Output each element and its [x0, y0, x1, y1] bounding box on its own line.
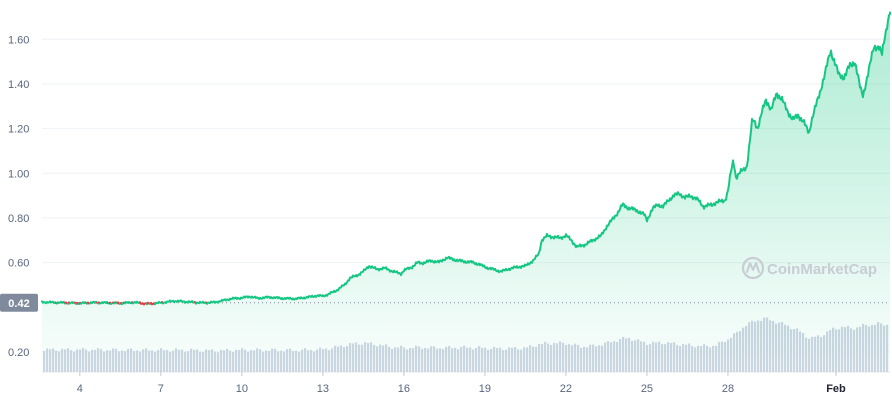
price-line[interactable] [56, 300, 65, 305]
x-tick-label: Feb [826, 383, 846, 395]
price-line[interactable] [162, 299, 196, 305]
baseline-reference: 0.42 [0, 293, 890, 312]
y-tick-label: 1.60 [8, 34, 29, 46]
x-tick-label: 28 [722, 383, 734, 395]
price-line[interactable] [154, 300, 163, 306]
y-tick-label: 1.40 [8, 79, 29, 91]
price-line[interactable] [195, 300, 207, 305]
price-area-fill [42, 12, 890, 372]
y-tick-label: 0.20 [8, 347, 29, 359]
price-line[interactable] [124, 300, 133, 305]
baseline-badge [0, 293, 38, 312]
price-line[interactable] [99, 301, 109, 305]
x-tick-label: 25 [641, 383, 653, 395]
y-tick-label: 0.60 [8, 258, 29, 270]
x-tick-label: 19 [479, 383, 491, 395]
x-tick-label: 13 [317, 383, 329, 395]
price-line-group[interactable] [41, 11, 891, 306]
coinmarketcap-watermark: CoinMarketCap [741, 256, 877, 280]
y-tick-label: 1.00 [8, 168, 29, 180]
y-tick-label: 1.20 [8, 124, 29, 136]
watermark-text: CoinMarketCap [767, 261, 877, 278]
x-tick-label: 10 [236, 383, 248, 395]
x-tick-label: 22 [560, 383, 572, 395]
grid-lines [42, 38, 890, 373]
price-line[interactable] [139, 301, 148, 306]
y-axis: 0.20 0.60 0.80 1.00 1.20 1.40 1.60 [8, 34, 29, 359]
price-line[interactable] [206, 11, 891, 305]
x-axis: 4 7 10 13 16 19 22 25 28 Feb [77, 372, 846, 395]
x-tick-label: 16 [398, 383, 410, 395]
x-tick-label: 7 [158, 383, 164, 395]
price-line[interactable] [132, 300, 141, 305]
price-line[interactable] [41, 300, 57, 305]
x-tick-label: 4 [77, 383, 83, 395]
coinmarketcap-logo-icon [741, 256, 765, 280]
baseline-badge-label: 0.42 [8, 298, 29, 310]
price-area [42, 12, 890, 372]
price-line[interactable] [89, 300, 98, 305]
y-tick-label: 0.80 [8, 213, 29, 225]
